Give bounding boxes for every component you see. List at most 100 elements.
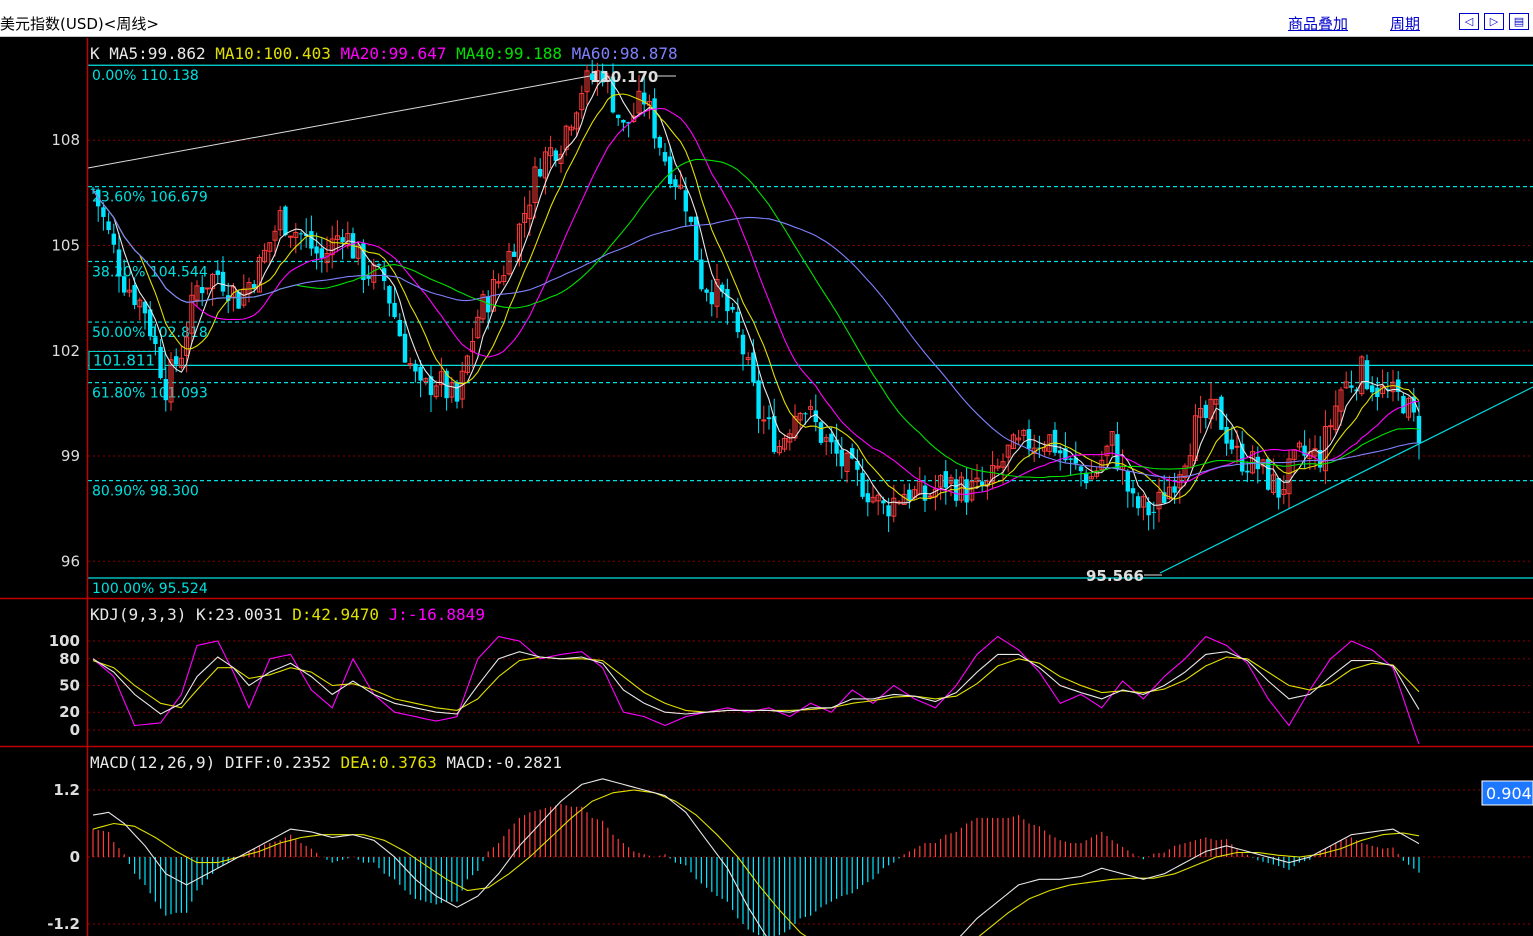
- candle-body: [907, 489, 912, 502]
- candle-body: [1401, 395, 1406, 414]
- candle-body: [200, 287, 205, 294]
- candle-body: [334, 235, 340, 241]
- candle-body: [829, 433, 834, 443]
- candle-body: [1156, 491, 1162, 510]
- candle-body: [990, 464, 996, 483]
- commodity-overlay-link[interactable]: 商品叠加: [1288, 15, 1349, 33]
- candle-body: [168, 359, 174, 403]
- candle-body: [995, 465, 1001, 469]
- candle-body: [1172, 486, 1177, 493]
- ma-legend-item: MA40:99.188: [446, 44, 562, 63]
- candle-body: [142, 301, 148, 314]
- price-box-label: 101.811: [93, 351, 155, 369]
- layout-icon[interactable]: ▤: [1509, 13, 1529, 30]
- candle-body: [553, 150, 558, 161]
- candle-body: [1115, 434, 1120, 470]
- candle-body: [642, 92, 647, 105]
- candle-body: [683, 190, 688, 212]
- candle-body: [428, 376, 434, 396]
- candle-body: [1094, 470, 1100, 477]
- kdj-y-tick: 100: [49, 632, 80, 650]
- ma-legend-item: MA60:98.878: [562, 44, 678, 63]
- candle-body: [943, 471, 948, 488]
- candle-body: [563, 125, 569, 151]
- macd-legend-item: MACD(12,26,9): [90, 753, 215, 772]
- candle-body: [355, 244, 361, 259]
- candle-body: [345, 232, 351, 247]
- ma-legend: K MA5:99.862 MA10:100.403 MA20:99.647 MA…: [90, 44, 678, 63]
- fib-label: 23.60% 106.679: [92, 190, 208, 206]
- candle-body: [387, 286, 392, 304]
- kdj-legend: KDJ(9,3,3) K:23.0031 D:42.9470 J:-16.884…: [90, 605, 485, 624]
- candle-body: [1140, 496, 1146, 508]
- candle-body: [516, 223, 522, 262]
- candle-body: [433, 385, 439, 398]
- candle-body: [610, 76, 616, 113]
- candle-body: [407, 363, 413, 366]
- candle-body: [1104, 445, 1110, 457]
- candle-body: [189, 294, 195, 334]
- candle-body: [579, 93, 585, 111]
- candle-body: [1396, 379, 1401, 392]
- y-tick-label: 99: [61, 447, 80, 465]
- step-back-icon[interactable]: ◁: [1459, 13, 1479, 30]
- candle-body: [454, 381, 460, 402]
- candle-body: [1333, 405, 1339, 431]
- candle-body: [256, 256, 262, 293]
- kdj-legend-item: D:42.9470: [283, 605, 379, 624]
- candle-body: [309, 231, 314, 249]
- candle-body: [927, 495, 933, 498]
- candle-body: [272, 230, 278, 241]
- candle-body: [1364, 360, 1370, 390]
- macd-value-box: [1481, 780, 1533, 806]
- candle-body: [1338, 389, 1344, 412]
- candle-body: [844, 452, 850, 473]
- candle-body: [512, 251, 517, 257]
- candle-body: [1136, 496, 1141, 509]
- kdj-y-tick: 20: [59, 703, 80, 721]
- candle-body: [293, 232, 299, 238]
- candle-body: [938, 475, 944, 488]
- kdj-y-tick: 0: [70, 721, 80, 739]
- candle-body: [751, 352, 756, 383]
- candle-body: [106, 221, 111, 231]
- candle-body: [413, 363, 418, 372]
- candle-body: [184, 336, 190, 356]
- candle-body: [673, 179, 678, 188]
- step-forward-icon[interactable]: ▷: [1484, 13, 1504, 30]
- candle-body: [1219, 396, 1224, 430]
- candle-body: [1406, 397, 1412, 418]
- candle-body: [1052, 429, 1058, 453]
- candle-body: [1286, 458, 1292, 495]
- candle-body: [823, 437, 829, 442]
- price-box: [88, 350, 166, 370]
- fib-label: 80.90% 98.300: [92, 484, 199, 500]
- period-link[interactable]: 周期: [1390, 15, 1421, 33]
- candle-body: [766, 417, 772, 420]
- candle-body: [501, 275, 507, 283]
- candle-body: [1005, 444, 1011, 458]
- candle-body: [1146, 501, 1151, 516]
- trend-line-support: [1159, 386, 1533, 574]
- candle-body: [1151, 511, 1156, 513]
- candle-body: [1058, 450, 1063, 454]
- candle-body: [1270, 474, 1276, 493]
- macd-dea-line: [92, 789, 1420, 936]
- candle-body: [745, 357, 751, 361]
- candle-body: [538, 168, 543, 177]
- candle-body: [694, 216, 699, 261]
- candle-body: [621, 119, 626, 123]
- candle-body: [1224, 426, 1229, 444]
- candle-body: [1266, 458, 1271, 490]
- candle-body: [475, 316, 481, 339]
- chart-labels: 110.170 95.566 K MA5:99.862 MA10:100.403 M…: [90, 44, 1162, 772]
- candle-body: [792, 415, 798, 439]
- axes: 108 105 102 99 96: [0, 38, 1533, 936]
- macd-legend-item: DEA:0.3763: [331, 753, 437, 772]
- kdj-K-line: [92, 651, 1420, 715]
- ma5-line: [92, 75, 1420, 506]
- candle-body: [438, 371, 444, 386]
- candle-body: [1296, 442, 1302, 448]
